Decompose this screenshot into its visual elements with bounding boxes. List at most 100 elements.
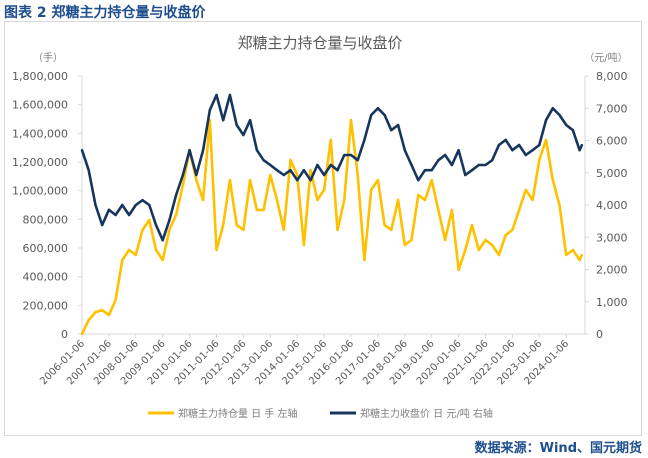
- data-point: [329, 138, 333, 142]
- data-source: 数据来源：Wind、国元期货: [474, 441, 642, 456]
- data-point: [174, 213, 178, 217]
- chart-title: 郑糖主力持仓量与收盘价: [237, 34, 402, 52]
- data-point: [457, 268, 460, 272]
- data-point: [114, 298, 117, 302]
- data-point: [309, 178, 312, 182]
- left-tick-label: 1,600,000: [12, 99, 68, 112]
- data-point: [376, 178, 380, 182]
- data-point: [551, 107, 554, 110]
- data-point: [443, 238, 447, 242]
- data-point: [430, 168, 433, 172]
- left-tick-label: 800,000: [23, 213, 69, 226]
- data-point: [121, 203, 124, 207]
- data-point: [491, 158, 494, 162]
- data-point: [517, 143, 521, 147]
- data-point: [148, 218, 151, 222]
- data-point: [558, 113, 561, 117]
- data-point: [316, 198, 319, 202]
- data-point: [322, 188, 326, 192]
- left-tick-label: 1,200,000: [12, 156, 68, 169]
- right-tick-label: 8,000: [596, 70, 628, 83]
- data-point: [141, 198, 144, 202]
- data-point: [94, 310, 97, 314]
- data-point: [127, 213, 131, 217]
- right-axis-unit: （元/吨）: [584, 51, 627, 64]
- data-point: [336, 228, 339, 232]
- data-point: [464, 248, 467, 252]
- data-point: [127, 248, 131, 252]
- data-point: [524, 153, 528, 157]
- data-point: [201, 148, 205, 152]
- data-point: [154, 248, 158, 252]
- data-point: [484, 163, 487, 167]
- data-point: [383, 223, 386, 227]
- data-point: [477, 248, 480, 252]
- data-point: [580, 143, 584, 147]
- data-point: [134, 203, 137, 207]
- data-point: [396, 123, 400, 127]
- data-point: [215, 248, 218, 252]
- data-point: [470, 168, 474, 172]
- data-point: [477, 163, 480, 167]
- data-point: [316, 163, 319, 167]
- data-point: [282, 173, 285, 177]
- data-point: [538, 143, 541, 147]
- data-point: [349, 153, 353, 157]
- data-point: [417, 193, 420, 197]
- data-point: [517, 208, 521, 212]
- data-point: [275, 198, 279, 202]
- data-point: [336, 168, 339, 172]
- data-point: [383, 113, 386, 117]
- data-point: [329, 163, 333, 167]
- data-point: [497, 253, 501, 257]
- data-point: [578, 258, 581, 262]
- data-point: [410, 163, 413, 167]
- data-point: [309, 168, 312, 172]
- data-point: [80, 148, 84, 152]
- data-point: [551, 178, 554, 182]
- data-point: [195, 178, 198, 182]
- data-point: [369, 113, 373, 117]
- data-point: [215, 93, 218, 97]
- data-point: [141, 228, 144, 232]
- data-point: [396, 198, 400, 202]
- data-point: [565, 253, 568, 257]
- data-point: [457, 148, 460, 152]
- data-point: [423, 198, 427, 202]
- data-point: [443, 153, 447, 157]
- data-point: [289, 158, 292, 162]
- data-point: [363, 258, 366, 262]
- data-point: [571, 128, 575, 132]
- data-point: [571, 248, 575, 252]
- data-point: [188, 148, 191, 152]
- data-point: [235, 223, 238, 227]
- data-point: [423, 168, 427, 172]
- data-point: [403, 243, 406, 247]
- right-tick-label: 7,000: [596, 102, 628, 115]
- data-point: [470, 223, 474, 227]
- data-point: [248, 178, 252, 182]
- data-point: [497, 143, 501, 147]
- series-line-1: [80, 118, 584, 335]
- data-point: [450, 208, 454, 212]
- data-point: [296, 178, 299, 182]
- right-tick-label: 6,000: [596, 135, 628, 148]
- data-point: [491, 243, 494, 247]
- data-point: [87, 318, 90, 322]
- legend-label-1: 郑糖主力持仓量 日 手 左轴: [178, 407, 298, 420]
- data-point: [363, 138, 366, 142]
- data-point: [531, 148, 534, 152]
- data-point: [282, 228, 285, 232]
- data-point: [154, 223, 158, 227]
- data-point: [114, 213, 117, 217]
- data-point: [222, 223, 225, 227]
- data-point: [390, 128, 393, 132]
- data-point: [410, 238, 413, 242]
- data-point: [484, 238, 487, 242]
- data-point: [302, 168, 306, 172]
- data-point: [511, 228, 514, 232]
- right-tick-label: 0: [596, 328, 603, 341]
- data-point: [504, 233, 507, 237]
- data-point: [269, 173, 272, 177]
